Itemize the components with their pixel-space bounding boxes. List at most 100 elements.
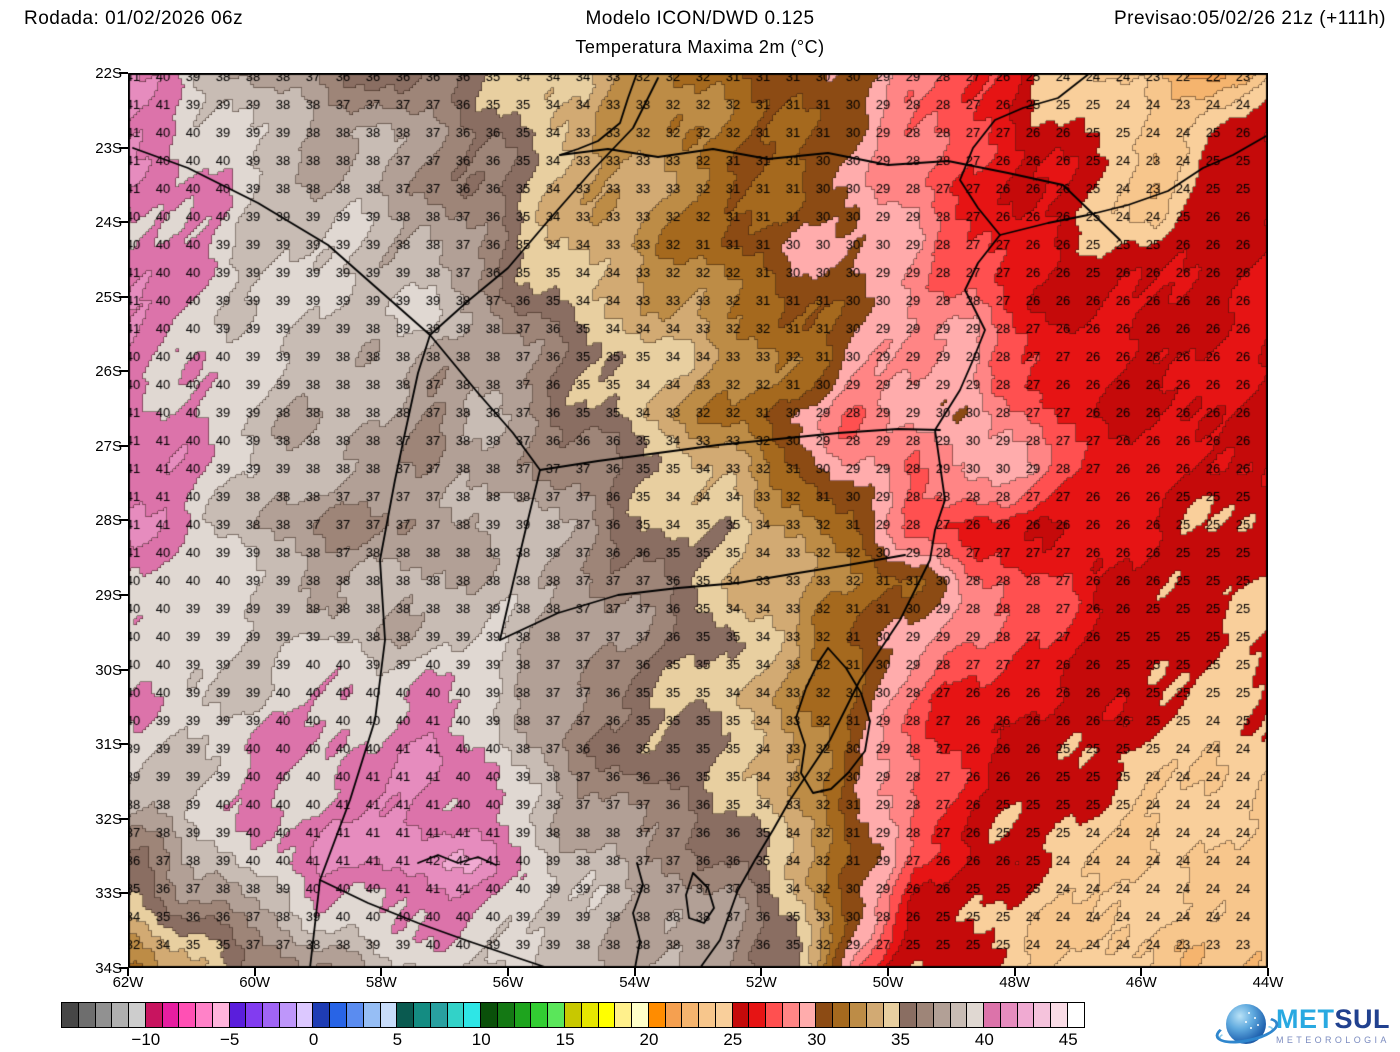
lat-tick-mark — [119, 668, 128, 671]
colorbar-swatch — [1033, 1002, 1052, 1028]
lon-tick-label: 50W — [872, 974, 904, 991]
logo-subtitle: METEOROLOGIA — [1276, 1034, 1390, 1045]
colorbar-tick-label: 0 — [308, 1030, 319, 1049]
lon-tick-label: 60W — [239, 974, 271, 991]
colorbar-swatch — [983, 1002, 1001, 1028]
colorbar-swatch — [714, 1002, 733, 1028]
lon-tick-label: 48W — [999, 974, 1031, 991]
colorbar-swatch — [413, 1002, 431, 1028]
colorbar-swatch — [932, 1002, 951, 1028]
colorbar-swatch — [865, 1002, 884, 1028]
lat-tick-mark — [119, 966, 128, 969]
colorbar-tick-label: 5 — [392, 1030, 403, 1049]
colorbar-swatch — [966, 1002, 985, 1028]
lat-tick-label: 31S — [95, 736, 122, 754]
colorbar-swatch — [999, 1002, 1018, 1028]
colorbar-swatch — [195, 1002, 213, 1028]
colorbar-swatch — [211, 1002, 230, 1028]
colorbar-swatch — [848, 1002, 867, 1028]
lon-tick-mark — [507, 968, 509, 976]
colorbar-swatch — [295, 1002, 314, 1028]
lat-tick-mark — [119, 221, 128, 224]
lat-tick-mark — [119, 370, 128, 373]
colorbar-swatch — [312, 1002, 331, 1028]
colorbar-swatch — [882, 1002, 901, 1028]
colorbar-swatch — [597, 1002, 616, 1028]
lat-tick-label: 24S — [95, 214, 122, 232]
lat-tick-mark — [119, 519, 128, 522]
colorbar-swatch — [1016, 1002, 1035, 1028]
lon-tick-mark — [633, 968, 636, 976]
lat-tick-mark — [119, 146, 128, 149]
colorbar-tick-label: 30 — [807, 1030, 827, 1049]
colorbar-swatch — [681, 1002, 700, 1028]
lat-tick-label: 22S — [95, 65, 122, 82]
lon-tick-label: 52W — [745, 974, 777, 991]
lat-tick-label: 27S — [95, 437, 122, 455]
colorbar-swatches — [61, 1002, 1085, 1028]
lon-tick-mark — [760, 968, 763, 976]
colorbar-swatch — [815, 1002, 834, 1028]
lat-tick-label: 33S — [95, 885, 122, 903]
colorbar-tick-label: 10 — [471, 1030, 491, 1049]
lon-tick-mark — [1013, 968, 1016, 976]
colorbar-swatch — [916, 1002, 934, 1028]
colorbar-swatch — [563, 1002, 582, 1028]
lon-tick-mark — [1267, 968, 1269, 976]
colorbar-swatch — [1066, 1002, 1085, 1028]
lon-tick-mark — [253, 968, 256, 976]
colorbar-swatch — [329, 1002, 348, 1028]
colorbar-tick-label: 35 — [891, 1030, 910, 1049]
model-name-title: Modelo ICON/DWD 0.125 — [585, 8, 815, 29]
colorbar-swatch — [949, 1002, 968, 1028]
colorbar-swatch — [631, 1002, 649, 1028]
lat-tick-label: 28S — [95, 512, 122, 530]
colorbar-swatch — [664, 1002, 683, 1028]
lon-tick-label: 44W — [1252, 974, 1284, 991]
colorbar-swatch — [899, 1002, 918, 1028]
colorbar-swatch — [61, 1002, 79, 1028]
lon-tick-label: 62W — [112, 974, 144, 991]
colorbar-swatch — [178, 1002, 197, 1028]
lon-tick-label: 54W — [619, 974, 651, 991]
colorbar-swatch — [1050, 1002, 1068, 1028]
colorbar-swatch — [77, 1002, 96, 1028]
lat-tick-label: 25S — [95, 288, 122, 306]
colorbar-swatch — [446, 1002, 465, 1028]
lon-tick-label: 56W — [492, 974, 524, 991]
lat-tick-mark — [119, 817, 128, 820]
colorbar-swatch — [496, 1002, 515, 1028]
colorbar-tick-label: −10 — [131, 1030, 161, 1049]
temperature-heatmap-canvas — [128, 73, 1268, 968]
lon-tick-mark — [380, 968, 383, 976]
metsul-logo: METSUL METEOROLOGIA — [1213, 1003, 1390, 1049]
metsul-planet-icon — [1213, 1004, 1281, 1049]
colorbar-swatch — [731, 1002, 750, 1028]
colorbar-swatch — [832, 1002, 850, 1028]
lat-tick-label: 32S — [95, 810, 122, 828]
lat-tick-label: 26S — [95, 363, 122, 381]
logo-met: MET — [1276, 1003, 1335, 1034]
colorbar-tick-label: 20 — [639, 1030, 659, 1049]
colorbar-tick-label: 40 — [974, 1030, 994, 1049]
colorbar-swatch — [580, 1002, 599, 1028]
colorbar-swatch — [245, 1002, 264, 1028]
colorbar-swatch — [144, 1002, 163, 1028]
colorbar-swatch — [128, 1002, 146, 1028]
colorbar-swatch — [463, 1002, 482, 1028]
logo-text: METSUL METEOROLOGIA — [1276, 1003, 1390, 1045]
lat-tick-label: 30S — [95, 661, 122, 679]
lat-tick-mark — [119, 892, 128, 895]
lon-tick-mark — [1140, 968, 1143, 976]
lat-tick-mark — [119, 444, 128, 447]
colorbar-swatch — [278, 1002, 297, 1028]
lat-tick-label: 23S — [95, 139, 122, 157]
colorbar-swatch — [379, 1002, 398, 1028]
logo-sul: SUL — [1334, 1003, 1390, 1034]
lon-tick-mark — [887, 968, 889, 976]
lat-tick-label: 34S — [95, 959, 122, 977]
temperature-colorbar: −10 −5 0 5 10 15 20 25 30 35 40 45 — [61, 1002, 1085, 1050]
forecast-valid-label: Previsao:05/02/26 21z (+111h) — [1113, 8, 1386, 29]
colorbar-swatch — [362, 1002, 381, 1028]
